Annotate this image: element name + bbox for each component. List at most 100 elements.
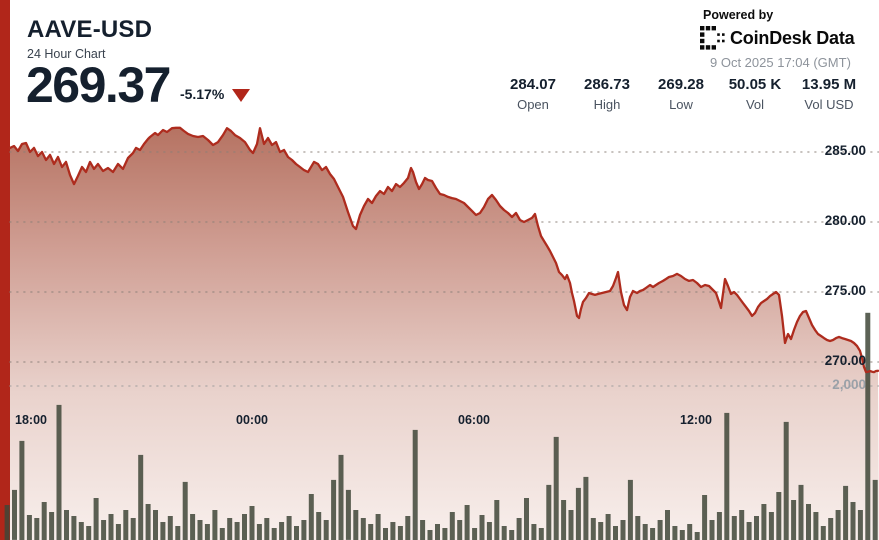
volume-bar [716, 512, 722, 540]
symbol-title: AAVE-USD [27, 16, 153, 43]
volume-bar [256, 524, 262, 540]
volume-bar [553, 436, 559, 540]
volume-bar [486, 522, 492, 540]
price-area-fill [10, 127, 879, 540]
stat-value: 284.07 [510, 76, 556, 93]
volume-bar [761, 504, 767, 540]
volume-bar [783, 421, 789, 540]
header-right: Powered by CoinDesk Data 9 Oct 2025 17:0… [700, 8, 878, 70]
volume-bar [665, 510, 670, 540]
volume-bar [227, 518, 233, 540]
volume-bar [242, 514, 247, 540]
volume-bar [345, 489, 351, 540]
volume-bar [835, 510, 841, 540]
volume-bar [546, 484, 552, 540]
x-axis-time-label: 12:00 [680, 413, 712, 427]
volume-bar [249, 506, 255, 540]
y-axis-price-label: 285.00 [824, 143, 866, 158]
volume-bar [375, 514, 381, 540]
volume-bar [427, 530, 433, 540]
y-axis-price-label: 280.00 [824, 213, 866, 228]
volume-bar [538, 528, 544, 540]
volume-bar [279, 522, 285, 540]
stat-label: High [593, 97, 621, 112]
stat-high: 286.73 High [570, 76, 644, 112]
header-left: AAVE-USD 24 Hour Chart [27, 16, 152, 61]
volume-bar [472, 528, 478, 540]
volume-bar [397, 526, 403, 540]
stat-value: 13.95 M [801, 76, 857, 93]
volume-bar [694, 532, 700, 540]
volume-bar [331, 479, 337, 540]
volume-bar [449, 512, 455, 540]
volume-bar [650, 528, 656, 540]
volume-bar [412, 429, 418, 540]
volume-bar [130, 518, 136, 540]
volume-bar [627, 479, 633, 540]
volume-bar [175, 526, 181, 540]
chart-subtitle: 24 Hour Chart [27, 47, 106, 61]
volume-bar [204, 524, 210, 540]
volume-bar [590, 518, 596, 540]
volume-bar [34, 518, 40, 540]
volume-bar [843, 485, 849, 540]
volume-bar [798, 484, 804, 540]
volume-bar [850, 502, 856, 540]
stat-low: 269.28 Low [644, 76, 718, 112]
volume-bar [791, 500, 797, 540]
volume-bar [64, 510, 69, 540]
x-axis-time-label: 00:00 [236, 413, 268, 427]
volume-bar [598, 522, 604, 540]
stat-open: 284.07 Open [496, 76, 570, 112]
price-change-percent: -5.17% [179, 86, 225, 102]
last-price: 269.37 [26, 57, 171, 113]
volume-bar [435, 524, 440, 540]
volume-bar [123, 510, 129, 540]
volume-bar [813, 512, 819, 540]
volume-bar [746, 522, 752, 540]
coindesk-brand: CoinDesk Data [700, 26, 878, 50]
volume-bar [479, 515, 485, 540]
volume-bar [78, 522, 84, 540]
coindesk-logo-icon [700, 26, 725, 50]
volume-bar [338, 454, 344, 540]
volume-bar [739, 510, 745, 540]
volume-bar [316, 512, 322, 540]
volume-bar [212, 510, 218, 540]
volume-bar [872, 479, 878, 540]
volume-bar [575, 487, 581, 540]
stats-row: 284.07 Open 286.73 High 269.28 Low 50.05 K Vol 1… [496, 76, 866, 112]
y-axis-volume-label: 2,000 [832, 377, 866, 392]
volume-bar [264, 518, 270, 540]
volume-bar [724, 412, 730, 540]
stat-value: 50.05 K [728, 76, 782, 93]
volume-bar [524, 498, 529, 540]
volume-bars [4, 312, 878, 540]
volume-bar [635, 516, 641, 540]
volume-bar [219, 528, 225, 540]
volume-bar [672, 526, 678, 540]
volume-bar [820, 526, 826, 540]
volume-bar [301, 520, 307, 540]
left-accent-bar [0, 0, 10, 540]
volume-bar [41, 502, 47, 540]
volume-bar [323, 520, 329, 540]
price-line [8, 126, 879, 374]
volume-bar [182, 481, 188, 540]
volume-bar [234, 522, 240, 540]
volume-bar [806, 504, 811, 540]
volume-bar [86, 526, 92, 540]
volume-bar [190, 514, 196, 540]
volume-bar [19, 440, 25, 540]
volume-bar [56, 404, 62, 540]
volume-bar [857, 510, 863, 540]
stat-vol: 50.05 K Vol [718, 76, 792, 112]
stat-label: Low [669, 97, 693, 112]
volume-bar [145, 504, 151, 540]
volume-bar [568, 510, 574, 540]
volume-bar [494, 500, 500, 540]
volume-bar [516, 518, 522, 540]
volume-bar [679, 530, 685, 540]
volume-bar [865, 312, 871, 540]
